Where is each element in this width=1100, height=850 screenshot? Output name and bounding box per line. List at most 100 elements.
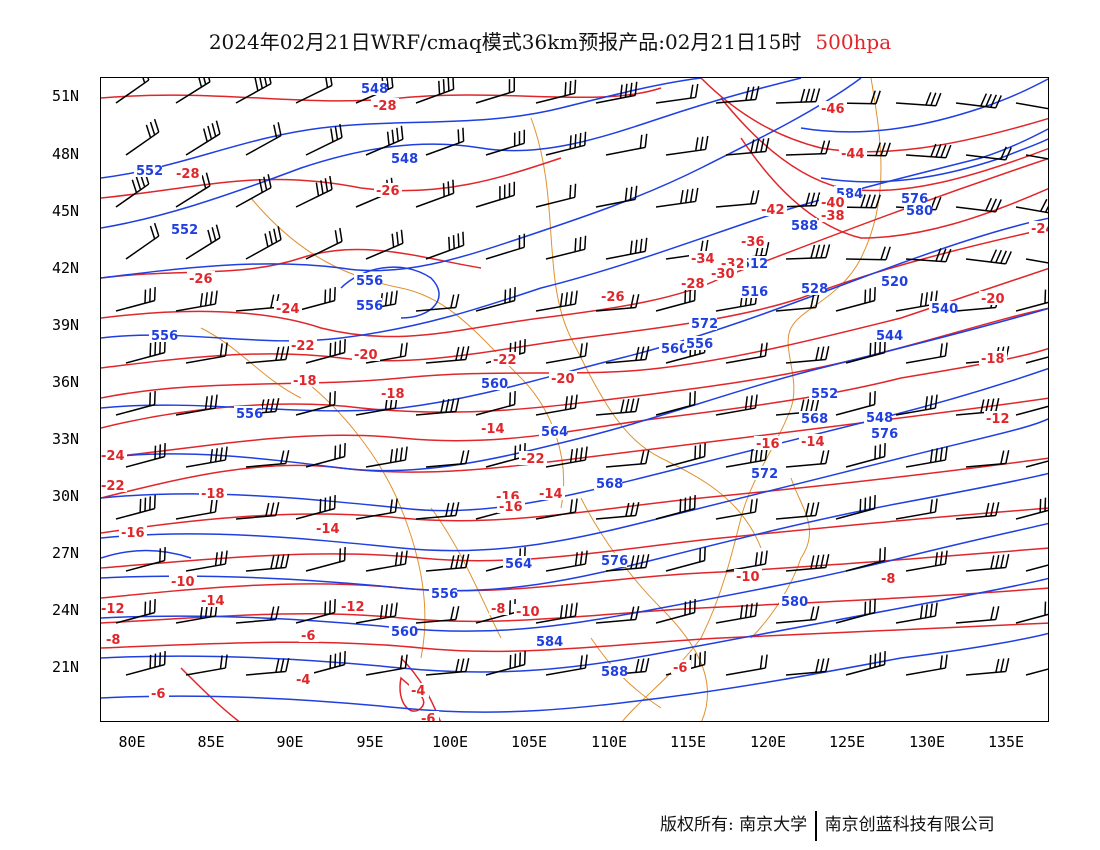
wind-barb (115, 599, 156, 624)
height-labels: 5485525485525565565565565605605565645685… (134, 81, 958, 680)
contour-label: 572 (751, 467, 778, 482)
contour-label: -20 (551, 372, 575, 387)
wind-barb (235, 502, 280, 520)
wind-barb (895, 394, 938, 416)
label-background (354, 298, 382, 312)
wind-barb (1025, 154, 1048, 163)
wind-barb (595, 502, 640, 520)
wind-barb (485, 651, 526, 676)
wind-barb (535, 394, 578, 416)
wind-barb (185, 446, 228, 468)
label-background (839, 146, 867, 160)
contour-label: -22 (291, 339, 315, 354)
contour-label: 552 (171, 223, 198, 238)
wind-barb (845, 246, 891, 261)
wind-barb (725, 654, 768, 676)
wind-barb (295, 287, 336, 312)
chart-title: 2024年02月21日WRF/cmaq模式36km预报产品:02月21日15时 5… (0, 26, 1100, 55)
label-background (779, 594, 807, 608)
contour-label: 580 (781, 595, 808, 610)
wind-barb (785, 554, 830, 572)
wind-barb (1025, 663, 1048, 676)
label-background (479, 376, 507, 390)
label-background (749, 466, 777, 480)
label-background (104, 632, 124, 646)
contour-label: -16 (121, 526, 145, 541)
wind-barb (125, 339, 166, 364)
y-tick: 24N (52, 601, 80, 619)
label-background (497, 499, 525, 513)
contour-label: 584 (536, 635, 563, 650)
wind-barb (715, 602, 758, 624)
label-background (389, 151, 417, 165)
label-background (294, 672, 314, 686)
contour-label: 576 (601, 554, 628, 569)
label-background (374, 183, 402, 197)
contour-label: -22 (521, 452, 545, 467)
contour-label: -26 (189, 272, 213, 287)
wind-barb (545, 550, 588, 572)
wind-barb (905, 446, 948, 468)
label-background (291, 373, 319, 387)
wind-barb (115, 391, 156, 416)
label-background (734, 569, 762, 583)
wind-barb (955, 502, 1000, 520)
y-tick: 42N (52, 259, 80, 277)
contour-label: -46 (821, 102, 845, 117)
x-tick: 120E (749, 733, 787, 751)
wind-barb (965, 554, 1010, 572)
wind-barb (605, 346, 650, 364)
contour-label: 548 (361, 82, 388, 97)
contour-label: 520 (881, 275, 908, 290)
wind-barb (185, 342, 228, 364)
contour-label: 556 (236, 407, 263, 422)
wind-barb (785, 658, 830, 676)
contour-label: 560 (481, 377, 508, 392)
wind-barb (775, 294, 820, 312)
contour-label: -8 (491, 602, 505, 617)
wind-barb (245, 450, 290, 468)
wind-barb (1015, 601, 1048, 624)
wind-barb (425, 231, 465, 260)
label-background (684, 336, 712, 350)
wind-barb (835, 194, 881, 209)
wind-barb (235, 294, 280, 312)
contour-label: 548 (866, 411, 893, 426)
contour-label: -30 (711, 267, 735, 282)
y-tick: 21N (52, 658, 80, 676)
label-background (489, 601, 509, 615)
contour-label: 580 (906, 204, 933, 219)
contour-label: -18 (381, 387, 405, 402)
title-level: 500hpa (815, 30, 892, 54)
label-background (799, 411, 827, 425)
label-background (119, 525, 147, 539)
label-background (314, 521, 342, 535)
contour-label: -10 (736, 570, 760, 585)
contour-label: -34 (691, 252, 715, 267)
wind-barb (475, 391, 516, 416)
x-tick: 95E (356, 733, 384, 751)
wind-barb (715, 498, 758, 520)
wind-barb (305, 443, 346, 468)
wind-barb (1025, 351, 1048, 364)
label-background (299, 628, 319, 642)
label-background (679, 276, 707, 290)
label-background (594, 476, 622, 490)
label-background (1029, 221, 1048, 235)
contour-label: -14 (201, 594, 225, 609)
wind-barb (245, 554, 290, 572)
wind-barb (835, 391, 876, 416)
label-background (491, 352, 519, 366)
label-background (149, 686, 169, 700)
contour-label: -18 (201, 487, 225, 502)
wind-barb (185, 224, 221, 260)
title-main: 2024年02月21日WRF/cmaq模式36km预报产品:02月21日15时 (208, 30, 802, 54)
label-background (134, 163, 162, 177)
x-tick: 110E (590, 733, 628, 751)
wind-barb (245, 658, 290, 676)
contour-label: 588 (601, 665, 628, 680)
wind-barb (545, 446, 588, 468)
label-background (409, 683, 429, 697)
wind-barb (965, 658, 1010, 676)
weather-map[interactable]: 548 552 548 552 556 556 556 556 560 560 556 564 568 5… (100, 77, 1049, 722)
